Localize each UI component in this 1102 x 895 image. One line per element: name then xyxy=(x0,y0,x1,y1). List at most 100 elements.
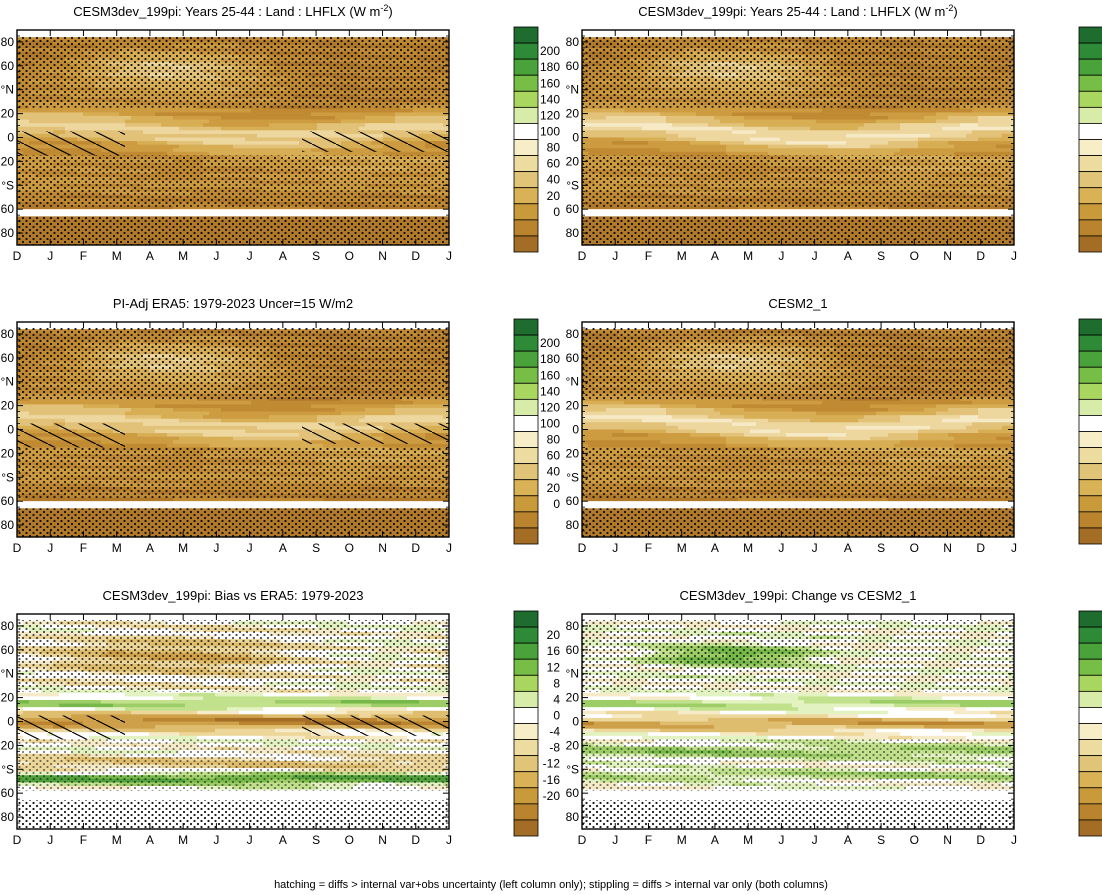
heatmap-cell xyxy=(353,108,360,113)
heatmap-cell xyxy=(197,137,204,142)
heatmap-cell xyxy=(395,151,402,156)
heatmap-cell xyxy=(71,112,78,117)
heatmap-cell xyxy=(407,151,414,156)
heatmap-cell xyxy=(221,209,228,214)
heatmap-cell xyxy=(155,148,162,153)
heatmap-cell xyxy=(287,151,294,156)
heatmap-cell xyxy=(335,108,342,113)
heatmap-cell xyxy=(227,119,234,124)
heatmap-cell xyxy=(101,108,108,113)
heatmap-cell xyxy=(209,112,216,117)
heatmap-cell xyxy=(161,130,168,135)
heatmap-cell xyxy=(389,33,396,38)
stippling-nh xyxy=(17,35,449,108)
heatmap-cell xyxy=(185,137,192,142)
heatmap-cell xyxy=(263,116,270,120)
heatmap-cell xyxy=(89,212,96,217)
heatmap-cell xyxy=(317,126,324,131)
heatmap-cell xyxy=(23,116,30,120)
heatmap-cell xyxy=(41,116,48,120)
heatmap-cell xyxy=(185,141,192,146)
heatmap-cell xyxy=(209,119,216,124)
heatmap-cell xyxy=(245,144,252,149)
heatmap-cell xyxy=(401,116,408,120)
heatmap-cell xyxy=(53,126,60,131)
heatmap-cell xyxy=(41,209,48,214)
heatmap-cell xyxy=(149,151,156,156)
heatmap-cell xyxy=(107,123,114,128)
heatmap-cell xyxy=(383,33,390,38)
heatmap-cell xyxy=(317,112,324,117)
heatmap-cell xyxy=(197,30,204,34)
heatmap-cell xyxy=(323,116,330,120)
heatmap-cell xyxy=(89,119,96,124)
heatmap-cell xyxy=(323,123,330,128)
heatmap-cell xyxy=(377,112,384,117)
y-tick-label: °S xyxy=(1,178,14,192)
heatmap-cell xyxy=(239,137,246,142)
heatmap-cell xyxy=(281,126,288,131)
heatmap-cell xyxy=(131,123,138,128)
heatmap-cell xyxy=(443,119,450,124)
heatmap-cell xyxy=(131,209,138,214)
heatmap-cell xyxy=(347,151,354,156)
heatmap-cell xyxy=(65,209,72,214)
heatmap-cell xyxy=(353,151,360,156)
heatmap-cell xyxy=(221,119,228,124)
heatmap-cell xyxy=(383,119,390,124)
heatmap-cell xyxy=(29,112,36,117)
heatmap-cell xyxy=(221,30,228,34)
heatmap-cell xyxy=(191,144,198,149)
heatmap-cell xyxy=(335,209,342,214)
heatmap-cell xyxy=(299,119,306,124)
heatmap-cell xyxy=(137,123,144,128)
heatmap-cell xyxy=(125,144,132,149)
heatmap-cell xyxy=(227,209,234,214)
heatmap-cell xyxy=(17,108,24,113)
heatmap-cell xyxy=(251,130,258,135)
heatmap-cell xyxy=(29,209,36,214)
heatmap-cell xyxy=(407,126,414,131)
heatmap-cell xyxy=(77,108,84,113)
heatmap-cell xyxy=(263,133,270,138)
heatmap-cell xyxy=(329,33,336,38)
heatmap-cell xyxy=(179,116,186,120)
heatmap-cell xyxy=(137,151,144,156)
heatmap-cell xyxy=(29,108,36,113)
heatmap-cell xyxy=(215,144,222,149)
heatmap-cell xyxy=(137,209,144,214)
heatmap-cell xyxy=(65,119,72,124)
heatmap-cell xyxy=(239,112,246,117)
heatmap-cell xyxy=(179,123,186,128)
heatmap-cell xyxy=(377,108,384,113)
heatmap-cell xyxy=(365,126,372,131)
heatmap-cell xyxy=(281,33,288,38)
panel-title: CESM3dev_199pi: Years 25-44 : Land : LHF… xyxy=(73,3,392,19)
heatmap-cell xyxy=(269,30,276,34)
heatmap-cell xyxy=(413,112,420,117)
heatmap-cell xyxy=(203,130,210,135)
heatmap-cell xyxy=(251,108,258,113)
heatmap-cell xyxy=(395,108,402,113)
y-tick-label: 80 xyxy=(1,226,15,240)
heatmap-cell xyxy=(161,137,168,142)
heatmap-cell xyxy=(257,116,264,120)
heatmap-cell xyxy=(113,126,120,131)
heatmap-cell xyxy=(35,212,42,217)
heatmap-cell xyxy=(221,123,228,128)
heatmap-cell xyxy=(161,209,168,214)
heatmap-cell xyxy=(389,126,396,131)
heatmap-cell xyxy=(161,148,168,153)
heatmap-cell xyxy=(245,119,252,124)
heatmap-cell xyxy=(29,126,36,131)
heatmap-cell xyxy=(311,116,318,120)
heatmap-cell xyxy=(269,112,276,117)
heatmap-cell xyxy=(305,151,312,156)
heatmap-cell xyxy=(305,212,312,217)
heatmap-cell xyxy=(347,212,354,217)
heatmap-cell xyxy=(437,151,444,156)
heatmap-cell xyxy=(257,144,264,149)
heatmap-cell xyxy=(155,112,162,117)
heatmap-cell xyxy=(77,112,84,117)
heatmap-cell xyxy=(257,137,264,142)
